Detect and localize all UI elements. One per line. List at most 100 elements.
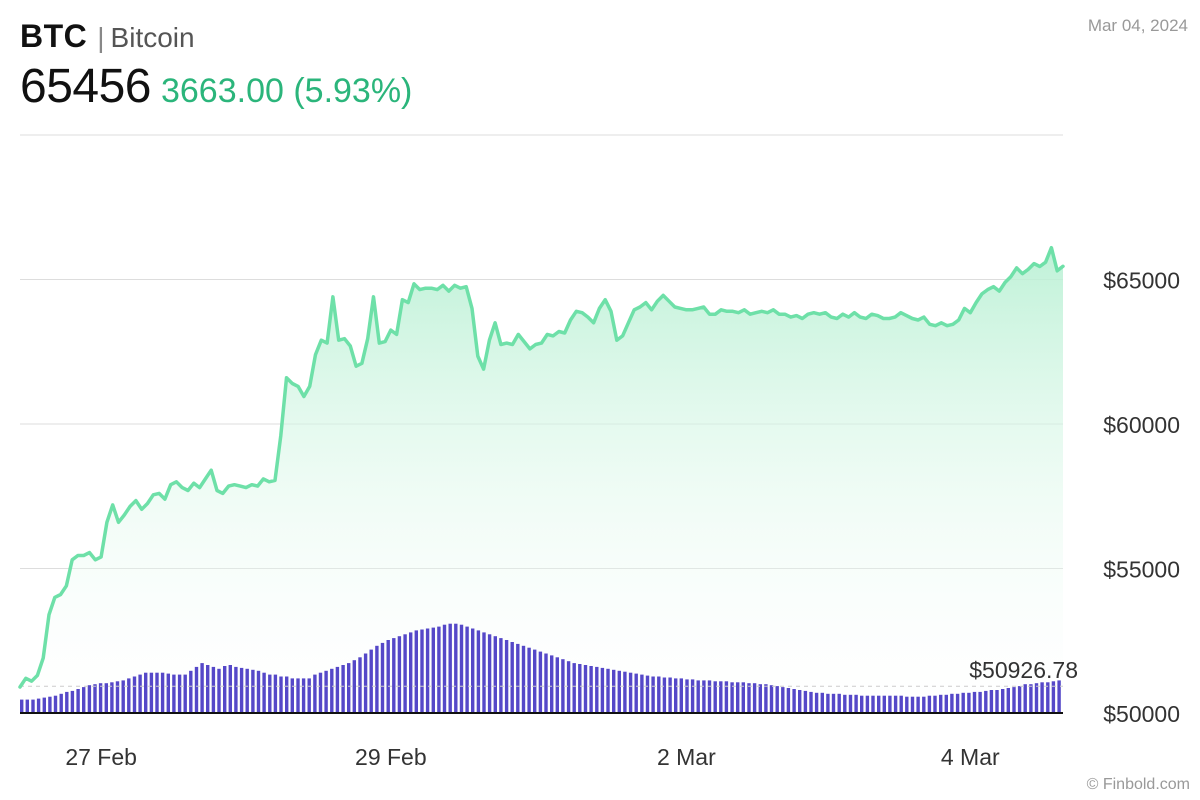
- volume-bar: [189, 670, 193, 713]
- y-tick-label: $50000: [1103, 701, 1180, 727]
- volume-bar: [76, 689, 80, 713]
- baseline-label: $50926.78: [969, 657, 1078, 683]
- volume-bar: [674, 678, 678, 713]
- volume-bar: [127, 678, 131, 713]
- volume-bar: [1040, 682, 1044, 713]
- volume-bar: [972, 691, 977, 713]
- volume-bar: [645, 675, 650, 713]
- volume-bar: [166, 673, 170, 713]
- volume-bar: [206, 665, 210, 713]
- volume-bar: [617, 670, 621, 713]
- volume-bar: [363, 653, 368, 713]
- volume-bar: [690, 679, 695, 713]
- volume-bar: [1034, 683, 1039, 713]
- volume-bar: [521, 645, 526, 713]
- volume-bar: [347, 663, 351, 713]
- volume-bar: [482, 632, 486, 713]
- volume-bar: [572, 663, 576, 713]
- volume-bar: [927, 695, 932, 713]
- volume-bar: [910, 696, 915, 713]
- volume-bar: [877, 695, 881, 713]
- volume-bar: [595, 666, 599, 713]
- volume-bar: [865, 695, 870, 713]
- volume-bar: [70, 690, 75, 713]
- volume-bar: [160, 672, 165, 713]
- volume-bar: [775, 686, 779, 713]
- x-tick-label: 27 Feb: [65, 744, 137, 770]
- volume-bar: [600, 667, 605, 713]
- volume-bar: [860, 695, 864, 713]
- volume-bar: [955, 693, 960, 713]
- volume-bar: [561, 659, 565, 713]
- volume-bar: [831, 693, 836, 713]
- volume-bar: [848, 694, 853, 713]
- volume-bar: [933, 695, 937, 713]
- volume-bar: [707, 680, 712, 713]
- volume-bar: [916, 696, 920, 713]
- volume-bar: [1023, 684, 1027, 713]
- volume-bar: [843, 694, 847, 713]
- volume-bar: [59, 693, 63, 713]
- volume-bar: [719, 681, 723, 713]
- volume-bar: [504, 640, 509, 713]
- volume-bar: [510, 642, 514, 713]
- volume-bar: [409, 632, 413, 713]
- volume-bar: [1017, 686, 1022, 713]
- volume-bar: [854, 694, 858, 713]
- volume-bar: [696, 680, 700, 713]
- volume-bar: [713, 681, 717, 713]
- volume-bar: [431, 627, 435, 713]
- volume-bar: [290, 678, 294, 713]
- volume-bar: [566, 661, 571, 713]
- volume-bar: [256, 670, 261, 713]
- volume-bar: [285, 676, 289, 713]
- volume-bar: [651, 676, 655, 713]
- volume-bar: [685, 679, 689, 713]
- volume-bar: [764, 684, 768, 713]
- volume-bar: [386, 640, 390, 713]
- volume-bar: [471, 628, 475, 713]
- volume-bar: [307, 678, 311, 713]
- volume-bar: [533, 649, 537, 713]
- volume-bar: [905, 696, 909, 713]
- volume-bar: [313, 674, 317, 713]
- volume-bar: [516, 643, 520, 713]
- volume-bar: [414, 630, 418, 713]
- volume-bar: [273, 674, 278, 713]
- volume-bar: [223, 666, 227, 713]
- volume-bar: [454, 623, 458, 713]
- volume-bar: [961, 692, 965, 713]
- volume-bar: [465, 626, 469, 713]
- x-tick-label: 29 Feb: [355, 744, 427, 770]
- volume-bar: [25, 699, 29, 713]
- volume-bar: [893, 695, 898, 713]
- volume-bar: [995, 690, 999, 713]
- volume-bar: [138, 674, 142, 713]
- volume-bar: [87, 685, 92, 713]
- volume-bar: [20, 699, 24, 713]
- volume-bar: [177, 674, 182, 713]
- volume-bar: [583, 665, 588, 713]
- volume-bar: [115, 681, 120, 713]
- volume-bar: [369, 649, 373, 713]
- volume-bar: [318, 672, 323, 713]
- volume-bar: [871, 695, 875, 713]
- volume-bar: [724, 681, 729, 713]
- ticker-symbol: BTC: [20, 18, 88, 54]
- volume-bar: [144, 672, 148, 713]
- volume-bar: [1006, 688, 1010, 713]
- volume-bar: [476, 630, 481, 713]
- volume-bar: [1051, 681, 1056, 713]
- volume-bar: [888, 695, 892, 713]
- volume-bar: [228, 665, 232, 713]
- volume-bar: [679, 678, 683, 713]
- price-row: 65456 3663.00 (5.93%): [20, 59, 412, 114]
- volume-bar: [606, 668, 610, 713]
- y-tick-label: $60000: [1103, 412, 1180, 438]
- volume-bar: [826, 693, 830, 713]
- volume-bar: [899, 695, 903, 713]
- volume-bar: [301, 678, 306, 713]
- volume-bar: [967, 692, 971, 713]
- volume-bar: [922, 696, 926, 713]
